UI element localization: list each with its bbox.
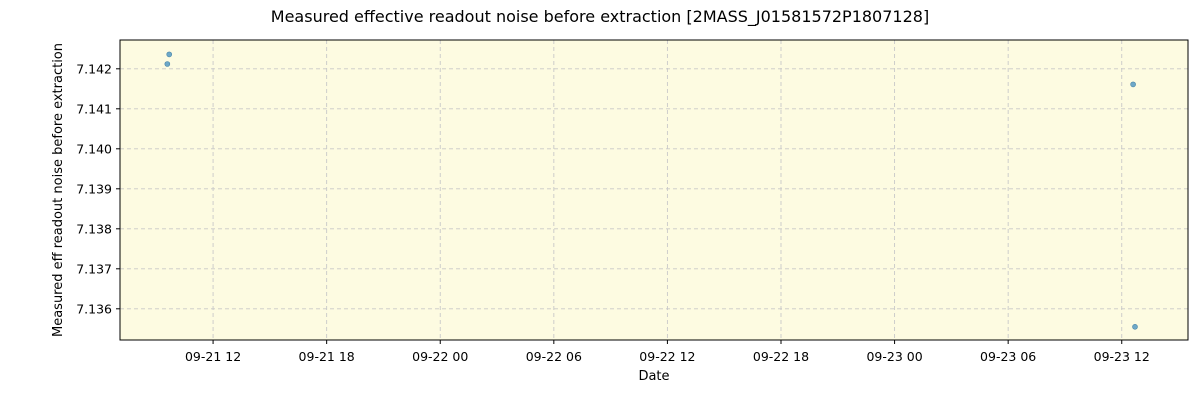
x-axis-label: Date bbox=[638, 369, 669, 384]
grid-lines bbox=[120, 40, 1188, 340]
data-points bbox=[164, 51, 1138, 330]
y-tick-label: 7.138 bbox=[76, 221, 112, 236]
y-tick-label: 7.136 bbox=[76, 301, 112, 316]
plot-frame bbox=[119, 39, 1189, 341]
x-tick-label: 09-22 12 bbox=[639, 349, 695, 364]
data-point bbox=[1132, 323, 1138, 330]
data-point bbox=[164, 61, 171, 67]
y-axis-label: Measured eff readout noise before extrac… bbox=[51, 43, 66, 337]
data-point bbox=[166, 51, 173, 58]
y-tick-label: 7.137 bbox=[76, 261, 112, 276]
chart-title: Measured effective readout noise before … bbox=[271, 7, 929, 27]
y-axis-ticks: 7.136 7.137 7.138 7.139 7.140 7.141 7.142 bbox=[76, 61, 120, 316]
x-tick-label: 09-23 06 bbox=[980, 349, 1036, 364]
y-tick-label: 7.140 bbox=[76, 141, 112, 156]
x-tick-label: 09-22 06 bbox=[526, 349, 582, 364]
x-tick-label: 09-23 12 bbox=[1094, 349, 1150, 364]
y-tick-label: 7.139 bbox=[76, 181, 112, 196]
y-tick-label: 7.141 bbox=[76, 101, 112, 116]
y-tick-label: 7.142 bbox=[76, 61, 112, 76]
plot-area bbox=[120, 40, 1188, 340]
x-tick-label: 09-23 00 bbox=[866, 349, 922, 364]
x-tick-label: 09-21 12 bbox=[185, 349, 241, 364]
x-tick-label: 09-22 18 bbox=[753, 349, 809, 364]
x-tick-label: 09-22 00 bbox=[412, 349, 468, 364]
x-axis-ticks: 09-21 12 09-21 18 09-22 00 09-22 06 09-22 12… bbox=[185, 340, 1150, 364]
x-tick-label: 09-21 18 bbox=[299, 349, 355, 364]
data-point bbox=[1130, 81, 1136, 88]
